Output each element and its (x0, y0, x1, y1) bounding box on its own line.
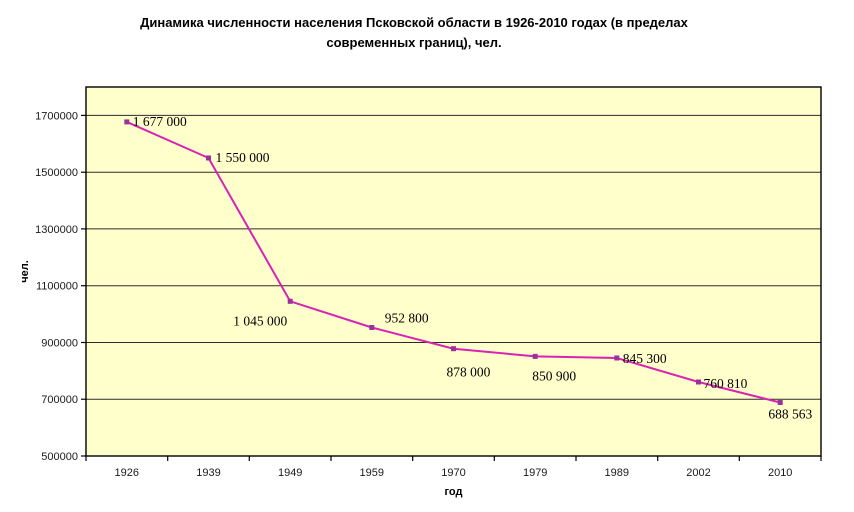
data-label: 760 810 (704, 376, 748, 391)
data-point-marker (206, 155, 211, 161)
x-tick-label: 1959 (360, 467, 384, 479)
data-point-marker (124, 119, 130, 125)
data-label: 878 000 (447, 365, 491, 380)
data-point-marker (287, 298, 293, 304)
x-tick-label: 2002 (686, 467, 710, 479)
data-point-marker (369, 325, 375, 330)
x-axis-title: год (445, 486, 463, 498)
x-tick-label: 1970 (441, 467, 465, 479)
plot-border (85, 86, 822, 457)
x-tick-label: 1979 (523, 467, 547, 479)
y-axis-title: чел. (19, 260, 31, 283)
data-point-marker (532, 353, 538, 359)
chart-title: Динамика численности населения Псковской… (0, 13, 828, 53)
data-point-marker (614, 355, 620, 361)
x-tick-label: 1989 (605, 467, 629, 479)
x-tick-label: 1926 (115, 467, 139, 479)
data-point-marker (696, 379, 701, 385)
x-tick-label: 2010 (768, 467, 792, 479)
y-tick-label: 500000 (41, 451, 78, 463)
y-tick-label: 1500000 (35, 167, 78, 179)
data-label: 952 800 (385, 311, 429, 326)
data-label: 850 900 (532, 368, 576, 383)
data-label: 1 045 000 (233, 313, 287, 328)
data-point-marker (777, 400, 783, 405)
y-tick-label: 1300000 (35, 224, 78, 236)
y-tick-label: 1700000 (35, 110, 78, 122)
chart-title-line-2: современных границ), чел. (326, 35, 502, 50)
data-label: 1 550 000 (216, 150, 270, 165)
data-label: 688 563 (768, 407, 812, 422)
data-label: 845 300 (623, 351, 667, 366)
y-tick-label: 900000 (41, 338, 78, 350)
plot-background (86, 87, 821, 456)
y-tick-label: 700000 (41, 394, 78, 406)
x-tick-label: 1939 (196, 467, 220, 479)
data-point-marker (451, 346, 456, 352)
data-label: 1 677 000 (133, 114, 187, 129)
chart-title-line-1: Динамика численности населения Псковской… (140, 15, 688, 30)
x-tick-label: 1949 (278, 467, 302, 479)
y-tick-label: 1100000 (36, 281, 78, 293)
